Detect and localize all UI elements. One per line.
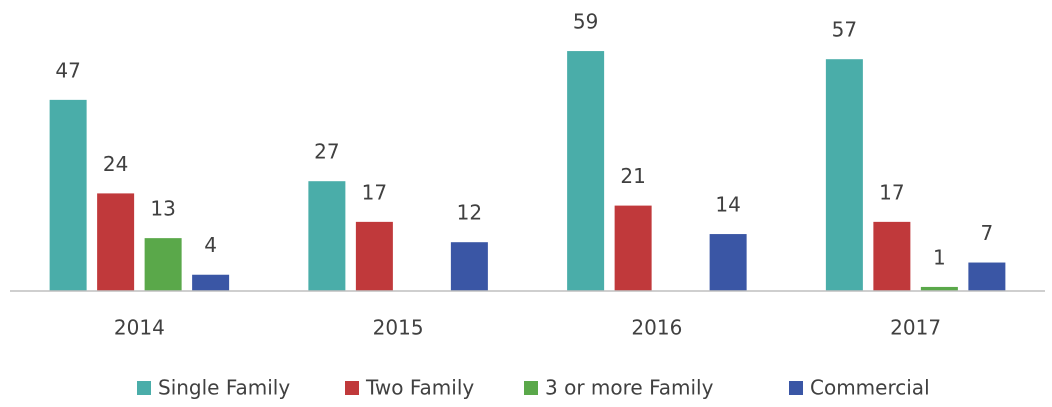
bar — [144, 238, 182, 291]
data-label: 17 — [362, 180, 387, 204]
bar — [825, 59, 863, 292]
bar — [614, 205, 652, 291]
x-tick-label: 2015 — [373, 316, 424, 340]
bar — [97, 193, 135, 291]
data-label: 1 — [933, 245, 946, 269]
bar — [968, 262, 1006, 291]
data-label: 24 — [103, 152, 128, 176]
bar — [709, 234, 747, 291]
data-label: 27 — [314, 140, 339, 164]
bar — [450, 242, 488, 291]
bar — [567, 51, 605, 291]
data-label: 7 — [981, 221, 994, 245]
data-label: 17 — [879, 180, 904, 204]
data-label: 14 — [715, 193, 740, 217]
legend-label: Commercial — [810, 376, 930, 400]
data-label: 13 — [150, 197, 175, 221]
bar — [873, 221, 911, 291]
legend-swatch — [137, 381, 151, 395]
x-tick-label: 2017 — [890, 316, 941, 340]
legend-label: Single Family — [158, 376, 290, 400]
data-label: 21 — [620, 164, 645, 188]
data-label: 4 — [204, 233, 217, 257]
legend-label: Two Family — [365, 376, 474, 400]
bar — [355, 221, 393, 291]
bar — [920, 286, 958, 291]
bar — [49, 99, 87, 291]
data-label: 59 — [573, 10, 598, 34]
bar — [308, 181, 346, 291]
data-label: 47 — [55, 58, 80, 82]
legend-swatch — [345, 381, 359, 395]
data-label: 57 — [832, 18, 857, 42]
x-tick-label: 2016 — [631, 316, 682, 340]
legend-swatch — [789, 381, 803, 395]
legend-swatch — [524, 381, 538, 395]
data-label: 12 — [457, 201, 482, 225]
legend-label: 3 or more Family — [545, 376, 714, 400]
bar — [192, 274, 230, 291]
x-tick-label: 2014 — [114, 316, 165, 340]
